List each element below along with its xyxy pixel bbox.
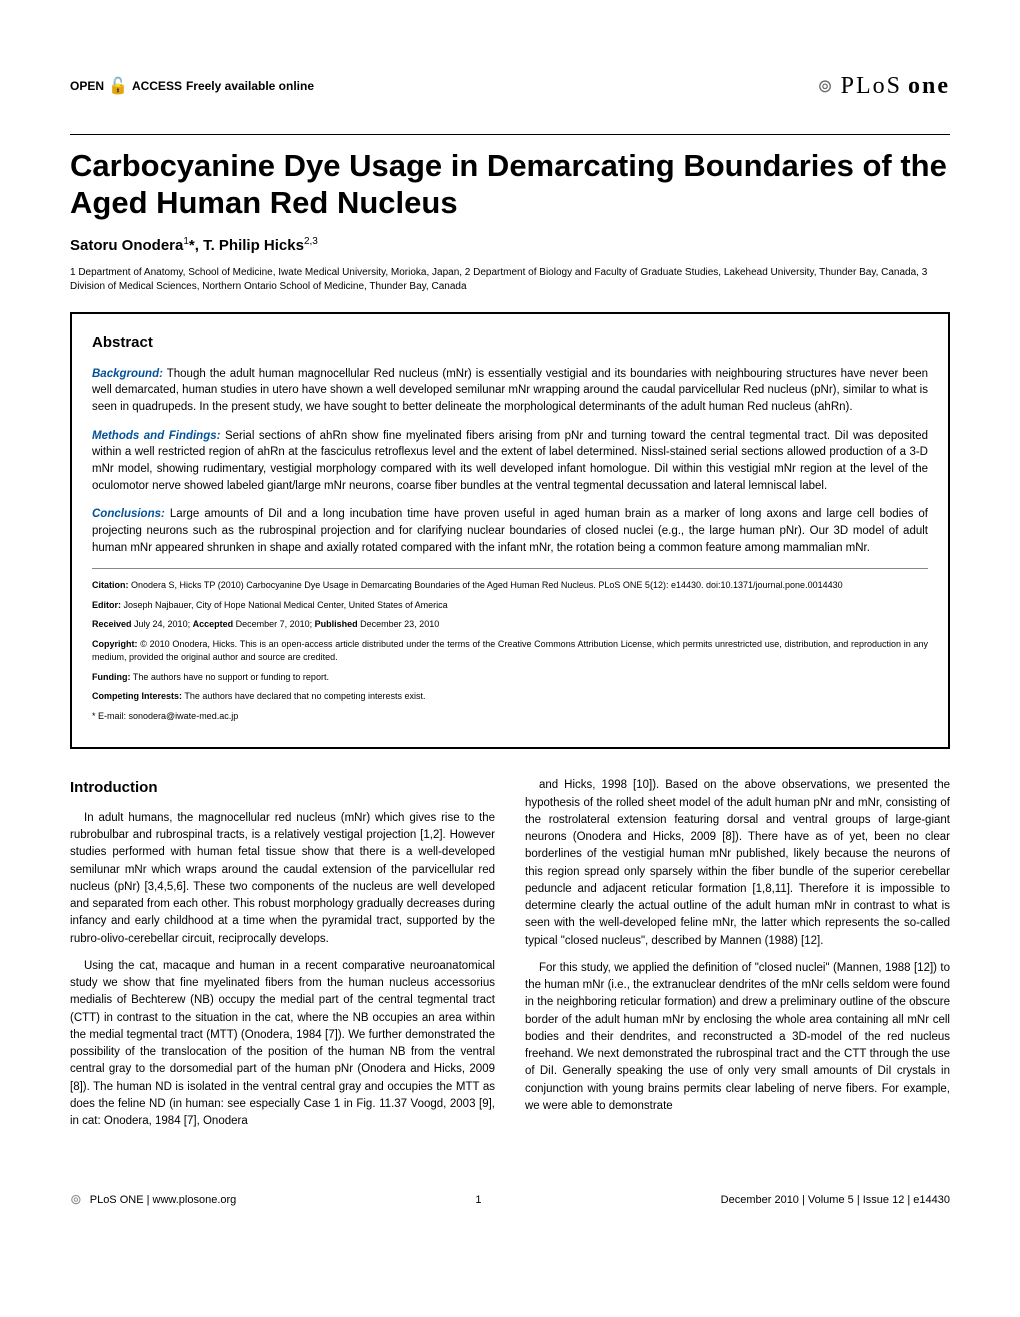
lock-icon: 🔓 (108, 76, 128, 98)
access-label: ACCESS (132, 78, 182, 95)
copyright-label: Copyright: (92, 639, 138, 649)
abstract-background: Background: Though the adult human magno… (92, 366, 928, 416)
intro-p3: and Hicks, 1998 [10]). Based on the abov… (525, 777, 950, 950)
journal-one: one (908, 70, 950, 104)
funding-label: Funding: (92, 672, 130, 682)
dates-line: Received July 24, 2010; Accepted Decembe… (92, 618, 928, 632)
globe-icon: ⊚ (818, 74, 835, 99)
footer-bar: ⊚ PLoS ONE | www.plosone.org 1 December … (70, 1190, 950, 1210)
column-left: Introduction In adult humans, the magnoc… (70, 777, 495, 1140)
editor-label: Editor: (92, 600, 121, 610)
background-label: Background: (92, 368, 163, 380)
background-text: Though the adult human magnocellular Red… (92, 368, 928, 413)
abstract-conclusions: Conclusions: Large amounts of DiI and a … (92, 506, 928, 556)
freely-label: Freely available online (186, 78, 314, 95)
footer-issue: December 2010 | Volume 5 | Issue 12 | e1… (721, 1193, 950, 1208)
editor-text: Joseph Najbauer, City of Hope National M… (121, 600, 448, 610)
copyright-line: Copyright: © 2010 Onodera, Hicks. This i… (92, 638, 928, 665)
footer-left: ⊚ PLoS ONE | www.plosone.org (70, 1190, 236, 1210)
body-columns: Introduction In adult humans, the magnoc… (70, 777, 950, 1140)
citation-text: Onodera S, Hicks TP (2010) Carbocyanine … (129, 580, 843, 590)
conclusions-text: Large amounts of DiI and a long incubati… (92, 508, 928, 553)
journal-logo: ⊚ PLoS one (818, 70, 950, 104)
intro-p1: In adult humans, the magnocellular red n… (70, 810, 495, 948)
title-rule (70, 134, 950, 135)
open-label: OPEN (70, 78, 104, 95)
article-title: Carbocyanine Dye Usage in Demarcating Bo… (70, 147, 950, 221)
published-text: December 23, 2010 (358, 619, 440, 629)
footer-journal: PLoS ONE | www.plosone.org (90, 1193, 237, 1208)
intro-p2: Using the cat, macaque and human in a re… (70, 958, 495, 1131)
email-label: * E-mail: (92, 711, 129, 721)
footer-page-number: 1 (475, 1193, 481, 1208)
copyright-text: © 2010 Onodera, Hicks. This is an open-a… (92, 639, 928, 663)
authors-line: Satoru Onodera1*, T. Philip Hicks2,3 (70, 235, 950, 256)
abstract-box: Abstract Background: Though the adult hu… (70, 312, 950, 749)
accepted-label: Accepted (193, 619, 234, 629)
meta-block: Citation: Onodera S, Hicks TP (2010) Car… (92, 568, 928, 723)
funding-text: The authors have no support or funding t… (130, 672, 328, 682)
citation-line: Citation: Onodera S, Hicks TP (2010) Car… (92, 579, 928, 593)
email-text: sonodera@iwate-med.ac.jp (129, 711, 239, 721)
competing-line: Competing Interests: The authors have de… (92, 690, 928, 704)
competing-text: The authors have declared that no compet… (182, 691, 425, 701)
intro-heading: Introduction (70, 777, 495, 800)
editor-line: Editor: Joseph Najbauer, City of Hope Na… (92, 599, 928, 613)
affiliations: 1 Department of Anatomy, School of Medic… (70, 266, 950, 294)
published-label: Published (315, 619, 358, 629)
citation-label: Citation: (92, 580, 129, 590)
column-right: and Hicks, 1998 [10]). Based on the abov… (525, 777, 950, 1140)
email-line: * E-mail: sonodera@iwate-med.ac.jp (92, 710, 928, 724)
conclusions-label: Conclusions: (92, 508, 165, 520)
methods-label: Methods and Findings: (92, 430, 220, 442)
received-label: Received (92, 619, 132, 629)
abstract-methods: Methods and Findings: Serial sections of… (92, 428, 928, 495)
open-access-badge: OPEN 🔓 ACCESS Freely available online (70, 76, 314, 98)
footer-globe-icon: ⊚ (70, 1190, 82, 1210)
intro-p4: For this study, we applied the definitio… (525, 960, 950, 1115)
funding-line: Funding: The authors have no support or … (92, 671, 928, 685)
accepted-text: December 7, 2010; (233, 619, 315, 629)
journal-plos: PLoS (841, 70, 902, 104)
abstract-heading: Abstract (92, 332, 928, 354)
received-text: July 24, 2010; (132, 619, 193, 629)
header-bar: OPEN 🔓 ACCESS Freely available online ⊚ … (70, 70, 950, 104)
competing-label: Competing Interests: (92, 691, 182, 701)
